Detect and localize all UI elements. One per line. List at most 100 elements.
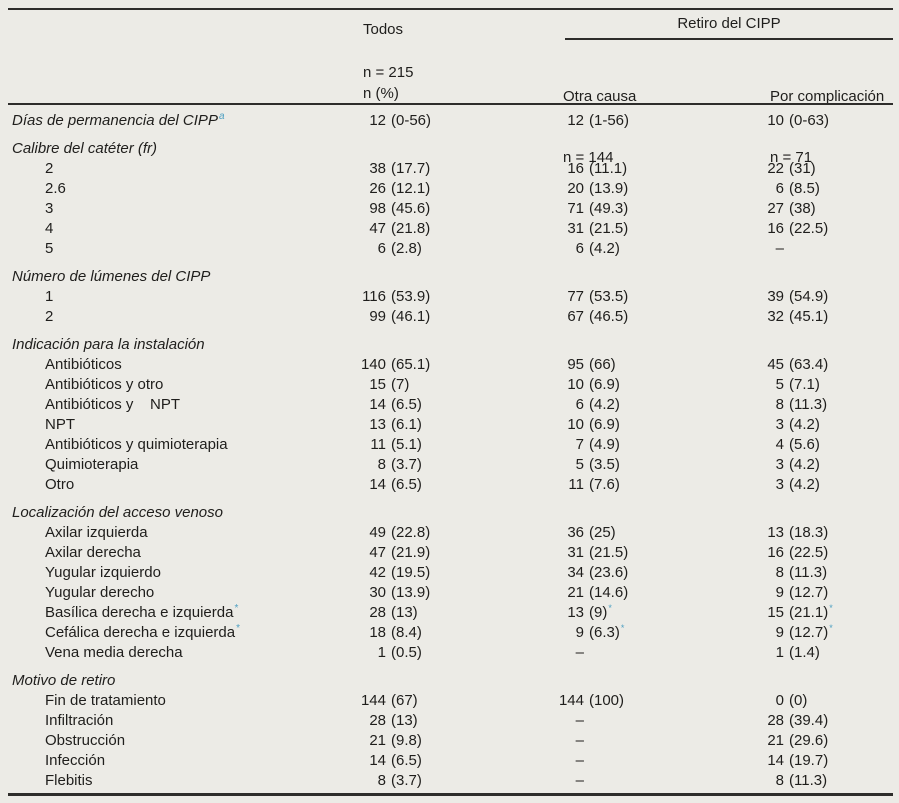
- column-header-otra-causa: Otra causa n = 144: [563, 46, 636, 208]
- cell-count: 6: [575, 240, 584, 257]
- cell-count: 13: [767, 524, 784, 541]
- cell-percent: (21.5): [589, 220, 629, 237]
- data-cell: 15 (21.1)*: [740, 603, 893, 623]
- table-row: Infección 14 (6.5) – 14 (19.7): [12, 751, 893, 771]
- data-cell: 28 (13): [342, 603, 540, 623]
- row-label: Días de permanencia del CIPPa: [12, 111, 342, 131]
- cell-count: 71: [567, 200, 584, 217]
- footnote-marker[interactable]: *: [608, 603, 612, 613]
- table-row: Basílica derecha e izquierda* 28 (13) 13 (9)…: [12, 603, 893, 623]
- cell-count: 45: [767, 356, 784, 373]
- footnote-marker[interactable]: *: [234, 603, 239, 614]
- data-cell: 1 (1.4): [740, 643, 893, 663]
- cell-count: 13: [567, 604, 584, 621]
- data-cell: 16 (22.5): [740, 219, 893, 239]
- cell-count: 3: [775, 456, 784, 473]
- cell-percent: (53.5): [589, 288, 629, 305]
- footnote-marker[interactable]: *: [829, 623, 833, 633]
- cell-count: 18: [369, 624, 386, 641]
- row-label: Cefálica derecha e izquierda*: [12, 623, 342, 643]
- row-label-text: Quimioterapia: [45, 456, 139, 473]
- cell-percent: (1.4): [789, 644, 820, 661]
- cell-percent: (0-56): [391, 112, 432, 129]
- data-cell: 3 (4.2): [740, 475, 893, 495]
- cell-percent: (5.6): [789, 436, 820, 453]
- data-cell: 140 (65.1): [342, 355, 540, 375]
- cell-count: 30: [369, 584, 386, 601]
- cell-count: 6: [575, 396, 584, 413]
- cell-count: 26: [369, 180, 386, 197]
- row-label: Indicación para la instalación: [12, 335, 342, 355]
- cell-percent: (2.8): [391, 240, 422, 257]
- row-label-text: Flebitis: [45, 772, 93, 789]
- cell-count: 14: [369, 396, 386, 413]
- row-label: 4: [12, 219, 342, 239]
- column-header-otra-causa-title: Otra causa: [563, 88, 637, 105]
- footnote-marker[interactable]: a: [218, 111, 225, 122]
- cell-count: 16: [767, 220, 784, 237]
- data-cell: 32 (45.1): [740, 307, 893, 327]
- row-label-text: NPT: [45, 416, 75, 433]
- data-cell: 13 (9)*: [540, 603, 740, 623]
- cell-percent: (13.9): [391, 584, 431, 601]
- cell-percent: (4.2): [789, 456, 820, 473]
- data-cell: 12 (1-56): [540, 111, 740, 131]
- data-cell: 8 (11.3): [740, 771, 893, 791]
- cell-percent: (21.1): [789, 604, 829, 621]
- footnote-marker[interactable]: *: [620, 623, 625, 633]
- row-label: Antibióticos: [12, 355, 342, 375]
- header-divider-rule: [8, 103, 893, 105]
- row-label-text: Indicación para la instalación: [12, 336, 205, 353]
- table-bottom-rule: [8, 793, 893, 796]
- cell-count: 8: [775, 564, 784, 581]
- table-row: Flebitis 8 (3.7) – 8 (11.3): [12, 771, 893, 791]
- table-body: Días de permanencia del CIPPa 12 (0-56) 12(…: [12, 111, 893, 791]
- footnote-marker[interactable]: *: [829, 603, 833, 613]
- row-label: 3: [12, 199, 342, 219]
- data-cell: 13 (6.1): [342, 415, 540, 435]
- row-label-text: Yugular izquierdo: [45, 564, 161, 581]
- cell-percent: (14.6): [589, 584, 629, 601]
- cell-percent: (9): [589, 604, 608, 621]
- cell-count: 15: [767, 604, 784, 621]
- data-cell: 36 (25): [540, 523, 740, 543]
- cell-count: 9: [575, 624, 584, 641]
- data-cell: 10 (6.9): [540, 415, 740, 435]
- column-group-retiro: Retiro del CIPP: [565, 8, 893, 40]
- cell-count: 7: [575, 436, 584, 453]
- cell-count: 3: [775, 416, 784, 433]
- cell-count: 67: [567, 308, 584, 325]
- column-header-todos-n: n = 215: [363, 64, 414, 81]
- cell-count: 28: [369, 712, 386, 729]
- data-cell: 16 (22.5): [740, 543, 893, 563]
- data-cell: 16 (11.1): [540, 159, 740, 179]
- row-label-text: Número de lúmenes del CIPP: [12, 268, 211, 285]
- cell-percent: (19.5): [391, 564, 431, 581]
- cell-count: 20: [567, 180, 584, 197]
- data-cell: 14 (6.5): [342, 751, 540, 771]
- row-label: Yugular izquierdo: [12, 563, 342, 583]
- cell-count: 28: [767, 712, 784, 729]
- cell-percent: (39.4): [789, 712, 829, 729]
- footnote-marker[interactable]: *: [236, 623, 241, 634]
- cell-count: 11: [568, 476, 584, 493]
- cell-percent: (67): [391, 692, 418, 709]
- cell-count: –: [575, 644, 584, 661]
- cell-count: 116: [362, 288, 386, 305]
- row-label-text: 5: [45, 240, 54, 257]
- cell-percent: (1-56): [589, 112, 630, 129]
- data-cell: 11 (7.6): [540, 475, 740, 495]
- row-label: Yugular derecho: [12, 583, 342, 603]
- cell-count: 31: [567, 544, 584, 561]
- cell-count: 21: [567, 584, 584, 601]
- cell-count: 95: [567, 356, 584, 373]
- cell-count: 13: [369, 416, 386, 433]
- cell-count: 15: [369, 376, 386, 393]
- cell-percent: (22.5): [789, 544, 829, 561]
- table-row: 2 99 (46.1) 67 (46.5) 32 (45.1): [12, 307, 893, 327]
- data-cell: –: [540, 643, 740, 663]
- data-cell: 1 (0.5): [342, 643, 540, 663]
- cell-percent: (4.2): [589, 396, 620, 413]
- cell-count: 21: [369, 732, 386, 749]
